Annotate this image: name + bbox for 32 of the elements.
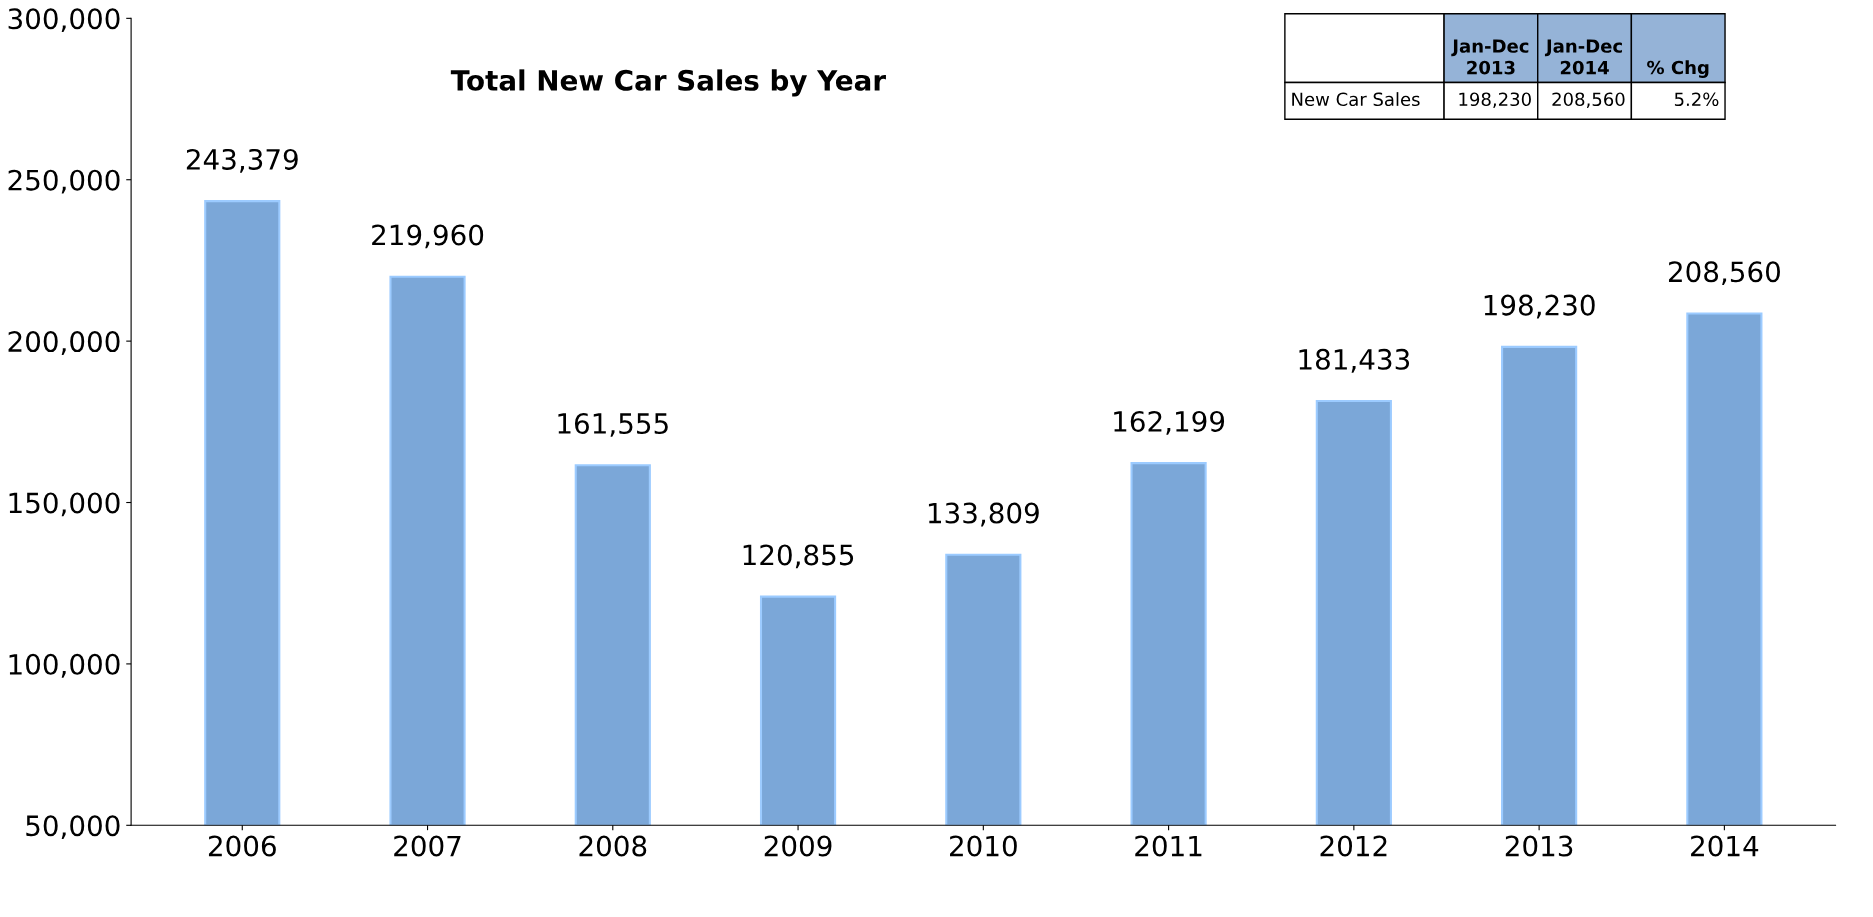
data-label: 181,433 <box>1299 348 1410 373</box>
x-tick-label: 2008 <box>579 835 647 857</box>
y-tick-label: 100,000 <box>9 653 120 678</box>
x-tick-label: 2007 <box>394 835 461 857</box>
x-tick-label: 2006 <box>208 835 276 857</box>
y-tick-label: 150,000 <box>9 492 120 517</box>
data-label: 161,555 <box>558 413 668 437</box>
x-tick-label: 2012 <box>1320 835 1387 857</box>
x-tick-label: 2014 <box>1691 835 1759 857</box>
y-tick-label: 250,000 <box>8 169 120 194</box>
data-label: 243,379 <box>186 148 298 173</box>
text: Total New Car Sales by Year <box>450 69 886 97</box>
x-tick-label: 2013 <box>1505 835 1573 857</box>
data-label: 219,960 <box>372 224 484 249</box>
annotation: New Car Sales <box>1292 92 1420 107</box>
annotation: 5.2% <box>1674 92 1719 107</box>
data-label: 120,855 <box>743 544 854 569</box>
data-label: 198,230 <box>1484 294 1595 319</box>
x-tick-label: 2009 <box>764 835 832 857</box>
y-tick-label: 200,000 <box>8 331 120 355</box>
y-tick-label: 300,000 <box>8 8 120 33</box>
x-tick-label: 2010 <box>950 835 1017 857</box>
annotation: Jan-Dec 2014 <box>1544 39 1622 75</box>
y-tick-label: 50,000 <box>26 815 120 840</box>
annotation: 198,230 <box>1459 92 1531 108</box>
annotation: Jan-Dec 2013 <box>1451 39 1529 75</box>
x-tick-label: 2011 <box>1135 835 1202 857</box>
data-label: 162,199 <box>1114 410 1225 435</box>
data-label: 133,809 <box>928 502 1039 527</box>
annotation: 208,560 <box>1552 92 1625 108</box>
annotation: % Chg <box>1647 60 1709 78</box>
data-label: 208,560 <box>1668 261 1780 286</box>
